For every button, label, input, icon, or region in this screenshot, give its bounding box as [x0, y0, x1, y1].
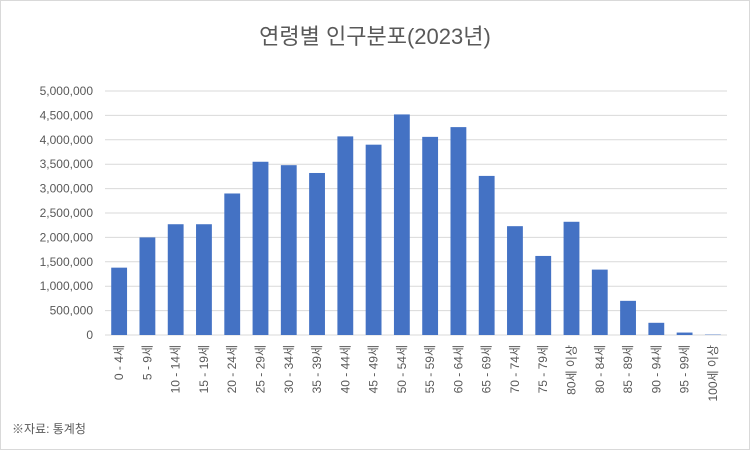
- bar: [365, 144, 382, 335]
- bar: [167, 224, 184, 335]
- x-tick-label: 0 - 4세: [112, 345, 126, 380]
- x-tick-label: 45 - 49세: [367, 345, 381, 393]
- bar: [252, 161, 269, 335]
- bar: [337, 136, 354, 335]
- bar: [507, 226, 523, 335]
- source-note: ※자료: 통계청: [12, 422, 86, 436]
- y-tick-label: 3,000,000: [40, 182, 94, 196]
- x-tick-label: 10 - 14세: [169, 345, 183, 393]
- x-tick-label: 20 - 24세: [225, 345, 239, 393]
- x-tick-label: 70 - 74세: [508, 345, 522, 393]
- bar: [422, 136, 439, 335]
- y-tick-label: 2,000,000: [40, 230, 94, 244]
- x-tick-label: 30 - 34세: [282, 345, 296, 393]
- x-tick-label: 15 - 19세: [197, 345, 211, 393]
- x-tick-label: 95 - 99세: [678, 345, 692, 393]
- x-tick-label: 75 - 79세: [536, 345, 550, 393]
- x-tick-label: 35 - 39세: [310, 345, 324, 393]
- y-tick-label: 2,500,000: [40, 206, 94, 220]
- x-tick-label: 85 - 89세: [621, 345, 635, 393]
- y-tick-label: 1,500,000: [40, 255, 94, 269]
- bar: [139, 237, 156, 335]
- x-tick-label: 100세 이상: [706, 345, 720, 401]
- x-tick-label: 40 - 44세: [338, 345, 352, 393]
- y-tick-label: 3,500,000: [40, 157, 94, 171]
- x-tick-label: 25 - 29세: [254, 345, 268, 393]
- x-tick-label: 90 - 94세: [649, 345, 663, 393]
- y-tick-label: 5,000,000: [40, 84, 94, 98]
- bar: [620, 300, 636, 335]
- x-tick-label: 65 - 69세: [480, 345, 494, 393]
- x-tick-label: 55 - 59세: [423, 345, 437, 393]
- bar: [535, 255, 552, 335]
- bar: [196, 224, 212, 335]
- bar: [309, 172, 325, 335]
- bar: [450, 127, 467, 335]
- y-tick-label: 4,000,000: [40, 133, 94, 147]
- x-tick-label: 5 - 9세: [140, 345, 154, 380]
- bar: [111, 267, 128, 335]
- bar: [563, 221, 580, 335]
- bar: [393, 114, 410, 335]
- y-tick-label: 0: [86, 328, 93, 342]
- bar: [224, 193, 241, 335]
- x-tick-label: 50 - 54세: [395, 345, 409, 393]
- bar: [478, 175, 495, 335]
- x-tick-label: 60 - 64세: [451, 345, 465, 393]
- x-tick-label: 80세 이상: [565, 345, 579, 395]
- bar: [676, 332, 693, 335]
- bar: [648, 322, 665, 335]
- bar: [591, 269, 608, 335]
- x-tick-label: 80 - 84세: [593, 345, 607, 393]
- y-tick-label: 500,000: [50, 304, 94, 318]
- y-tick-label: 4,500,000: [40, 108, 94, 122]
- y-tick-label: 1,000,000: [40, 279, 94, 293]
- chart-title: 연령별 인구분포(2023년): [259, 24, 491, 49]
- bar: [280, 165, 297, 335]
